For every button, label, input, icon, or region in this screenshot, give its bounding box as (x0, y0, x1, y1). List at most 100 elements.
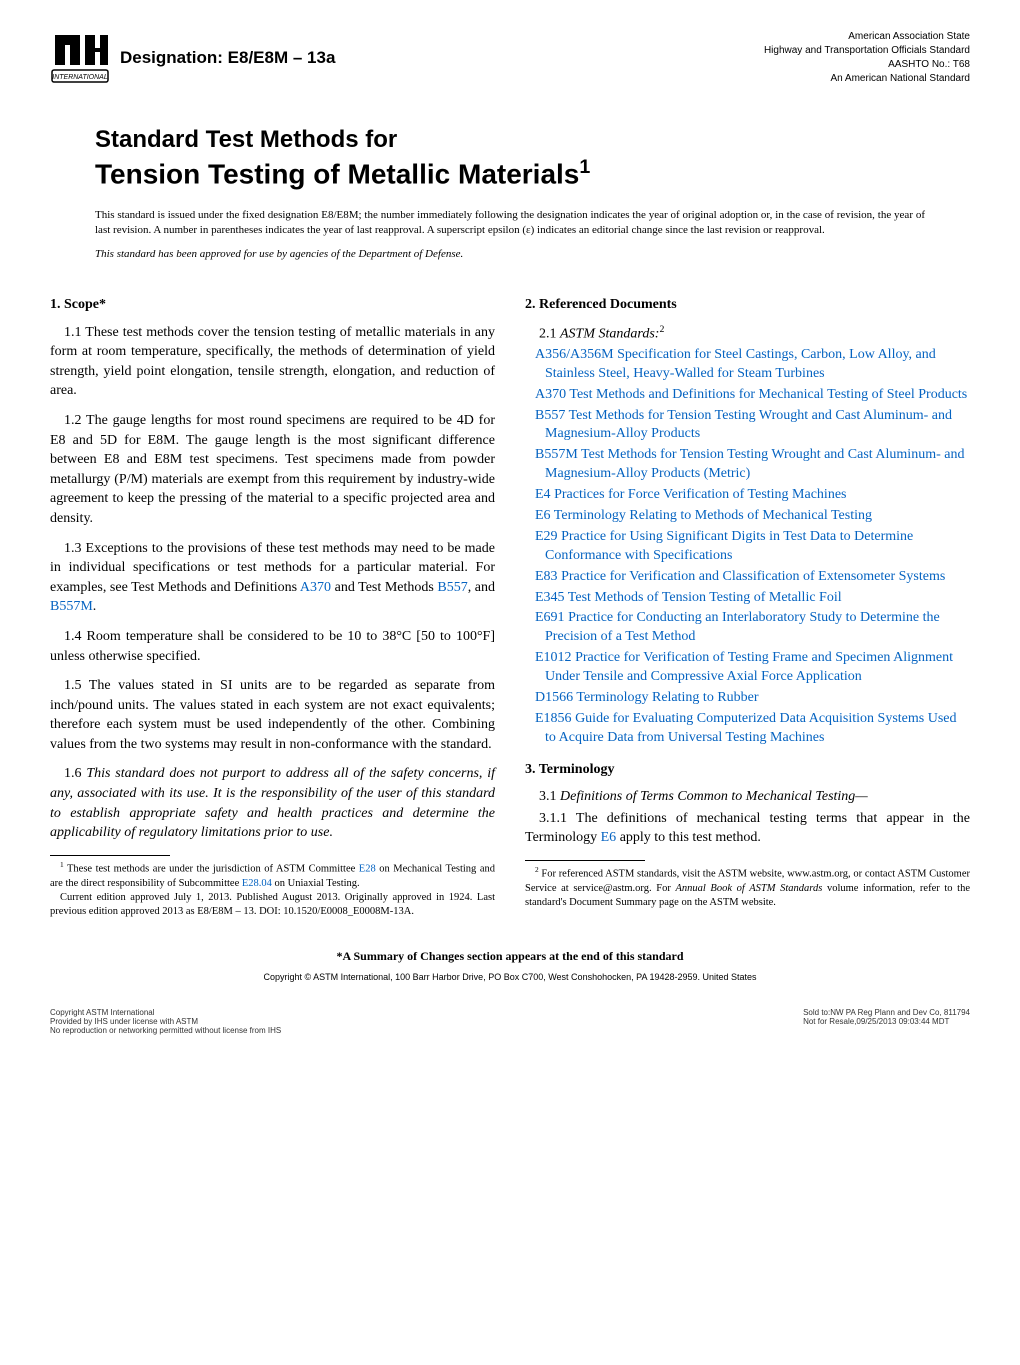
reference-item: E83 Practice for Verification and Classi… (535, 568, 970, 587)
reference-code-link[interactable]: E83 (535, 569, 558, 584)
logo-block: INTERNATIONAL Designation: E8/E8M – 13a (50, 30, 335, 85)
reference-code-link[interactable]: B557 (535, 408, 565, 423)
preamble-text: This standard is issued under the fixed … (95, 208, 925, 238)
right-column: 2. Referenced Documents 2.1 ASTM Standar… (525, 285, 970, 919)
footer-bottom-right: Sold to:NW PA Reg Plann and Dev Co, 8117… (803, 1008, 970, 1035)
para-3-1-1-b: apply to this test method. (616, 830, 761, 845)
reference-item: E345 Test Methods of Tension Testing of … (535, 589, 970, 608)
footer-copyright: Copyright © ASTM International, 100 Barr… (50, 972, 970, 982)
reference-code-link[interactable]: E29 (535, 529, 558, 544)
link-e28[interactable]: E28 (359, 863, 376, 874)
fn1-c: on Uniaxial Testing. (272, 878, 360, 889)
header-right-line: An American National Standard (764, 72, 970, 86)
reference-title[interactable]: Practice for Verification of Testing Fra… (545, 650, 953, 684)
footer-br-1: Sold to:NW PA Reg Plann and Dev Co, 8117… (803, 1008, 970, 1017)
link-b557[interactable]: B557 (437, 580, 467, 595)
para-1-3-d: . (93, 599, 97, 614)
footer-br-2: Not for Resale,09/25/2013 09:03:44 MDT (803, 1017, 970, 1026)
reference-code-link[interactable]: A356/A356M (535, 347, 614, 362)
reference-title[interactable]: Test Methods of Tension Testing of Metal… (565, 590, 842, 605)
para-1-2: 1.2 The gauge lengths for most round spe… (50, 411, 495, 529)
reference-code-link[interactable]: A370 (535, 387, 566, 402)
para-3-1-1: 3.1.1 The definitions of mechanical test… (525, 809, 970, 848)
para-1-1: 1.1 These test methods cover the tension… (50, 323, 495, 401)
para-1-3-c: , and (468, 580, 495, 595)
title-block: Standard Test Methods for Tension Testin… (95, 126, 970, 190)
left-column: 1. Scope* 1.1 These test methods cover t… (50, 285, 495, 919)
reference-item: D1566 Terminology Relating to Rubber (535, 689, 970, 708)
title-lead: Standard Test Methods for (95, 126, 970, 154)
para-1-6: 1.6 This standard does not purport to ad… (50, 764, 495, 842)
footer-bl-3: No reproduction or networking permitted … (50, 1026, 281, 1035)
reference-item: E6 Terminology Relating to Methods of Me… (535, 507, 970, 526)
reference-item: E1856 Guide for Evaluating Computerized … (535, 710, 970, 748)
header-right-line: American Association State (764, 30, 970, 44)
reference-item: B557 Test Methods for Tension Testing Wr… (535, 407, 970, 445)
header-right-line: Highway and Transportation Officials Sta… (764, 44, 970, 58)
reference-code-link[interactable]: E691 (535, 610, 565, 625)
link-b557m[interactable]: B557M (50, 599, 93, 614)
reference-title[interactable]: Guide for Evaluating Computerized Data A… (545, 711, 957, 745)
scope-heading: 1. Scope* (50, 295, 495, 315)
title-superscript: 1 (579, 156, 590, 178)
para-1-4: 1.4 Room temperature shall be considered… (50, 627, 495, 666)
header-row: INTERNATIONAL Designation: E8/E8M – 13a … (50, 30, 970, 86)
fn2-text: For referenced ASTM standards, visit the… (525, 869, 970, 908)
para-2-1-a: 2.1 (539, 326, 560, 341)
header-right: American Association State Highway and T… (764, 30, 970, 86)
para-1-3-b: and Test Methods (331, 580, 437, 595)
reference-code-link[interactable]: D1566 (535, 690, 573, 705)
page-container: INTERNATIONAL Designation: E8/E8M – 13a … (0, 0, 1020, 1002)
reference-title[interactable]: Test Methods for Tension Testing Wrought… (545, 408, 952, 442)
footer-bottom-left: Copyright ASTM International Provided by… (50, 1008, 281, 1035)
references-list: A356/A356M Specification for Steel Casti… (525, 346, 970, 748)
designation-text: Designation: E8/E8M – 13a (120, 48, 335, 68)
footnote-rule (50, 855, 170, 856)
reference-title[interactable]: Test Methods for Tension Testing Wrought… (545, 447, 964, 481)
footer-changes: *A Summary of Changes section appears at… (50, 949, 970, 964)
reference-title[interactable]: Practices for Force Verification of Test… (551, 487, 847, 502)
reference-title[interactable]: Practice for Using Significant Digits in… (545, 529, 913, 563)
footer-bl-1: Copyright ASTM International (50, 1008, 281, 1017)
reference-code-link[interactable]: E4 (535, 487, 551, 502)
two-column-body: 1. Scope* 1.1 These test methods cover t… (50, 285, 970, 919)
footer-bl-2: Provided by IHS under license with ASTM (50, 1017, 281, 1026)
reference-code-link[interactable]: B557M (535, 447, 578, 462)
para-3-1-text: Definitions of Terms Common to Mechanica… (560, 789, 868, 804)
refdocs-heading: 2. Referenced Documents (525, 295, 970, 315)
fn1-a: These test methods are under the jurisdi… (64, 863, 359, 874)
link-a370[interactable]: A370 (300, 580, 331, 595)
footnote-1: 1 These test methods are under the juris… (50, 860, 495, 891)
reference-code-link[interactable]: E6 (535, 508, 551, 523)
reference-title[interactable]: Test Methods and Definitions for Mechani… (566, 387, 967, 402)
svg-text:INTERNATIONAL: INTERNATIONAL (52, 74, 108, 81)
link-e28-04[interactable]: E28.04 (242, 878, 272, 889)
title-main-text: Tension Testing of Metallic Materials (95, 158, 579, 189)
para-3-1: 3.1 Definitions of Terms Common to Mecha… (525, 787, 970, 807)
reference-item: E1012 Practice for Verification of Testi… (535, 649, 970, 687)
reference-title[interactable]: Terminology Relating to Methods of Mecha… (551, 508, 872, 523)
footer-bottom: Copyright ASTM International Provided by… (0, 1008, 1020, 1045)
reference-code-link[interactable]: E1012 (535, 650, 572, 665)
footnote-1b: Current edition approved July 1, 2013. P… (50, 891, 495, 919)
para-2-1-b: ASTM Standards: (560, 326, 659, 341)
para-2-1: 2.1 ASTM Standards:2 (525, 323, 970, 344)
reference-title[interactable]: Terminology Relating to Rubber (573, 690, 758, 705)
para-1-5: 1.5 The values stated in SI units are to… (50, 676, 495, 754)
reference-code-link[interactable]: E345 (535, 590, 565, 605)
reference-title[interactable]: Practice for Conducting an Interlaborato… (545, 610, 940, 644)
terminology-heading: 3. Terminology (525, 760, 970, 780)
preamble-italic: This standard has been approved for use … (95, 248, 970, 260)
footnote-rule-2 (525, 860, 645, 861)
reference-title[interactable]: Practice for Verification and Classifica… (558, 569, 946, 584)
reference-item: A356/A356M Specification for Steel Casti… (535, 346, 970, 384)
reference-item: E29 Practice for Using Significant Digit… (535, 528, 970, 566)
footnote-2: 2 For referenced ASTM standards, visit t… (525, 865, 970, 910)
reference-item: E691 Practice for Conducting an Interlab… (535, 609, 970, 647)
reference-item: A370 Test Methods and Definitions for Me… (535, 386, 970, 405)
link-e6[interactable]: E6 (601, 830, 617, 845)
para-2-1-sup: 2 (659, 324, 664, 335)
reference-code-link[interactable]: E1856 (535, 711, 572, 726)
para-1-3: 1.3 Exceptions to the provisions of thes… (50, 539, 495, 617)
reference-item: E4 Practices for Force Verification of T… (535, 486, 970, 505)
